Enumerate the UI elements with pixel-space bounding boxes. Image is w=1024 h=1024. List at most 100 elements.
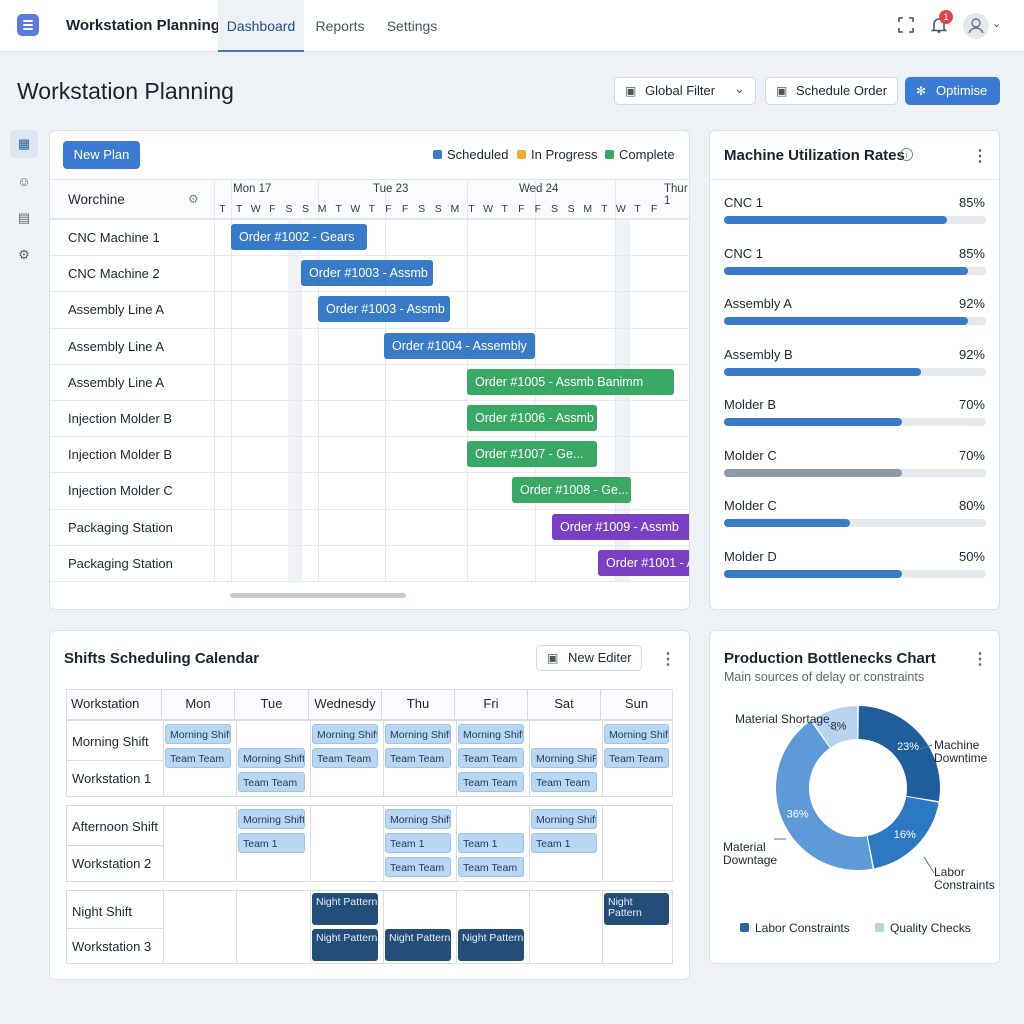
shift-chip[interactable]: Team 1 — [385, 833, 451, 853]
shift-chip[interactable]: Night Pattern — [604, 893, 669, 925]
tab-settings[interactable]: Settings — [386, 18, 438, 34]
header-day: Thu — [382, 689, 455, 719]
tab-dashboard[interactable]: Dashboard — [218, 0, 304, 52]
shift-chip[interactable]: Team Team — [385, 857, 451, 877]
grid-line — [529, 721, 530, 796]
avatar[interactable] — [963, 13, 989, 39]
shift-chip[interactable]: Team Team — [385, 748, 451, 768]
global-filter-select[interactable]: ▣ Global Filter ⌄ — [614, 77, 756, 105]
weekday-header: M — [583, 203, 593, 215]
utilization-value: 70% — [958, 397, 985, 412]
grid-line — [318, 179, 319, 581]
shift-chip[interactable]: Team Team — [458, 857, 524, 877]
fullscreen-icon[interactable] — [897, 16, 915, 38]
horizontal-scrollbar[interactable] — [230, 593, 406, 598]
new-editor-button[interactable]: ▣ New Editer — [536, 645, 642, 671]
shift-chip[interactable]: Morning ShiR — [531, 748, 597, 768]
utilization-label: Assembly A — [724, 296, 792, 311]
sidenav-settings-icon[interactable]: ⚙ — [18, 247, 30, 262]
tab-reports[interactable]: Reports — [315, 18, 365, 34]
row-label: Assembly Line A — [68, 302, 165, 317]
weekday-header: T — [219, 203, 226, 215]
shift-chip[interactable]: Team Team — [531, 772, 597, 792]
shift-chip[interactable]: Morning Shift — [385, 809, 451, 829]
weekday-header: M — [450, 203, 460, 215]
shift-chip[interactable]: Night Pattern — [385, 929, 451, 961]
utilization-value: 85% — [958, 195, 985, 210]
order-bar[interactable]: Order #1008 - Ge... — [512, 477, 631, 503]
optimise-icon: ✻ — [916, 84, 927, 98]
order-bar[interactable]: Order #1002 - Gears — [231, 224, 367, 250]
legend-swatch — [433, 150, 442, 159]
shift-chip[interactable]: Team 1 — [531, 833, 597, 853]
shift-chip[interactable]: Morning Shift — [165, 724, 231, 744]
weekday-header: S — [301, 203, 309, 215]
order-bar[interactable]: Order #1003 - Assmb — [318, 296, 450, 322]
order-bar[interactable]: Order #1009 - Assmb — [552, 514, 689, 540]
utilization-title: Machine Utilization Rates — [724, 147, 905, 164]
info-icon[interactable]: i — [900, 148, 913, 161]
legend-label: In Progress — [531, 147, 598, 162]
bottlenecks-subtitle: Main sources of delay or constraints — [724, 670, 925, 684]
shift-chip[interactable]: Team 1 — [458, 833, 524, 853]
utilization-fill — [724, 569, 902, 578]
grid-line — [385, 179, 386, 581]
more-menu-icon[interactable]: ⋮ — [972, 148, 988, 165]
settings-icon[interactable]: ⚙ — [188, 192, 199, 206]
shift-chip[interactable]: Team Team — [165, 748, 231, 768]
sidenav-users-icon[interactable]: ☺ — [17, 174, 31, 189]
shift-chip[interactable]: Team Team — [458, 748, 524, 768]
slice-label-labor-constraints: Labor Constraints — [934, 865, 995, 892]
grid-line — [456, 891, 457, 963]
donut-slice[interactable] — [858, 706, 940, 802]
legend-swatch — [517, 150, 526, 159]
app-logo-icon[interactable] — [17, 14, 39, 36]
order-bar[interactable]: Order #1005 - Assmb Banimm — [467, 369, 674, 395]
gantt-header — [50, 179, 689, 219]
shift-chip[interactable]: Team Team — [458, 772, 524, 792]
header-day: Tue — [235, 689, 309, 719]
utilization-value: 92% — [958, 346, 985, 362]
weekday-header: S — [567, 203, 575, 215]
shift-chip[interactable]: Morning Shift — [604, 724, 669, 744]
chevron-down-icon[interactable]: ⌄ — [992, 18, 1002, 30]
shift-chip[interactable]: Team Team — [604, 748, 669, 768]
donut-slice[interactable] — [811, 706, 858, 748]
order-bar[interactable]: Order #1003 - Assmb — [301, 260, 433, 286]
calendar-card: Shifts Scheduling Calendar ▣ New Editer … — [49, 630, 690, 980]
sidenav-document-icon[interactable]: ▤ — [17, 210, 31, 225]
shift-chip[interactable]: Team 1 — [238, 833, 305, 853]
shift-chip[interactable]: Night Pattern — [312, 929, 378, 961]
donut-slice[interactable] — [776, 721, 873, 870]
more-menu-icon[interactable]: ⋮ — [660, 651, 676, 668]
utilization-label: CNC 1 — [724, 195, 764, 210]
order-bar[interactable]: Order #1001 - A — [598, 550, 689, 576]
calendar-icon: ▣ — [547, 651, 559, 665]
bottlenecks-title: Production Bottlenecks Chart — [724, 650, 936, 667]
order-bar[interactable]: Order #1007 - Ge... — [467, 441, 597, 467]
shift-chip[interactable]: Morning Shift — [238, 748, 305, 768]
shift-chip[interactable]: Night Pattern — [312, 893, 378, 925]
donut-slice[interactable] — [867, 796, 939, 869]
shift-chip[interactable]: Morning Shift — [531, 809, 597, 829]
shift-chip[interactable]: Morning Shift — [312, 724, 378, 744]
schedule-order-button[interactable]: ▣ Schedule Order — [765, 77, 898, 105]
grid-line — [163, 891, 164, 963]
shift-chip[interactable]: Morning Shift — [385, 724, 451, 744]
order-bar[interactable]: Order #1004 - Assembly — [384, 333, 535, 359]
shift-chip[interactable]: Morning Shift — [458, 724, 524, 744]
grid-line — [50, 291, 689, 292]
shift-chip[interactable]: Night Pattern — [458, 929, 524, 961]
utilization-value: 50% — [958, 548, 985, 564]
more-menu-icon[interactable]: ⋮ — [972, 651, 988, 668]
sidenav-dashboard-icon[interactable]: ▦ — [10, 130, 38, 158]
grid-line — [67, 928, 163, 929]
utilization-track — [724, 266, 986, 275]
shift-chip[interactable]: Morning Shift — [238, 809, 305, 829]
optimise-button[interactable]: ✻ Optimise — [905, 77, 1000, 105]
new-plan-button[interactable]: New Plan — [63, 141, 140, 169]
shift-chip[interactable]: Team Team — [238, 772, 305, 792]
calendar-icon: ▣ — [625, 84, 637, 98]
shift-chip[interactable]: Team Team — [312, 748, 378, 768]
order-bar[interactable]: Order #1006 - Assmb — [467, 405, 597, 431]
